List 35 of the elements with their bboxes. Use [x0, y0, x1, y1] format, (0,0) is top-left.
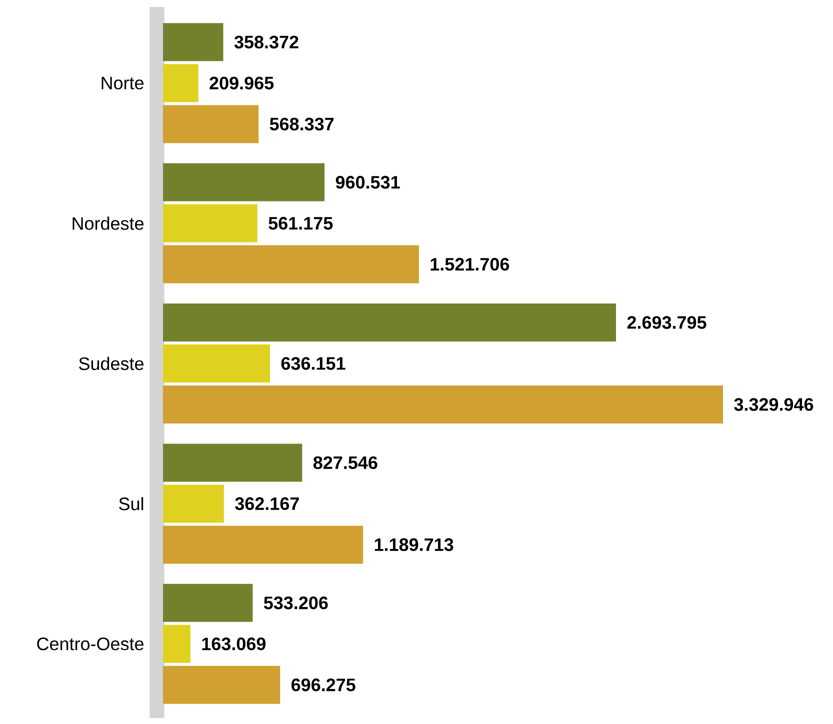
data-label: 827.546 — [313, 456, 378, 470]
bar — [163, 304, 616, 342]
bar — [163, 204, 258, 242]
bar — [163, 526, 364, 564]
data-label: 362.167 — [235, 497, 299, 510]
data-label: 3.329.946 — [734, 398, 814, 411]
bar — [163, 344, 270, 382]
y-tick-label: Sudeste — [79, 356, 144, 370]
y-tick-label: Sul — [119, 497, 144, 510]
bar — [163, 163, 325, 202]
bar — [163, 105, 259, 144]
bar — [163, 666, 280, 704]
data-label: 2.693.795 — [627, 316, 706, 329]
data-label: 960.531 — [336, 176, 400, 189]
data-label: 209.965 — [210, 76, 274, 90]
y-tick-label: Nordeste — [72, 216, 144, 230]
data-label: 533.206 — [264, 596, 328, 610]
data-label: 1.521.706 — [430, 258, 510, 271]
data-label: 163.069 — [202, 638, 266, 650]
y-tick-label: Norte — [102, 76, 144, 90]
data-label: 568.337 — [270, 118, 334, 130]
bar — [163, 444, 302, 482]
data-label: 1.189.713 — [374, 538, 454, 552]
bar — [163, 64, 198, 102]
bar — [163, 584, 253, 622]
bar — [163, 484, 224, 523]
bar — [163, 23, 224, 62]
y-tick-label: Centro-Oeste — [37, 638, 144, 650]
data-label: 561.175 — [268, 216, 333, 230]
bar — [163, 624, 190, 663]
data-label: 358.372 — [234, 36, 298, 48]
bar — [163, 245, 419, 284]
data-label: 636.151 — [281, 357, 346, 370]
bar — [163, 385, 723, 424]
data-label: 696.275 — [291, 678, 356, 692]
